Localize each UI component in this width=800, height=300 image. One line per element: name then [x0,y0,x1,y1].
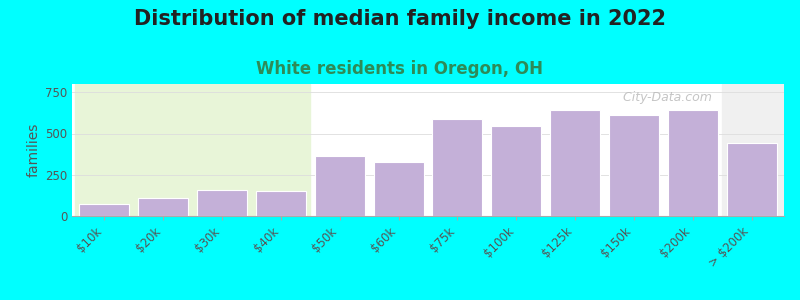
Text: White residents in Oregon, OH: White residents in Oregon, OH [257,60,543,78]
Bar [314,156,365,216]
Bar [256,191,306,216]
Bar [550,110,600,216]
Bar [374,162,423,216]
Bar [79,204,130,216]
Y-axis label: families: families [26,123,41,177]
Bar [491,126,542,216]
Bar [197,190,247,216]
Bar [138,198,188,216]
Bar [609,115,659,216]
Bar [726,143,777,216]
Bar [722,84,787,216]
Bar [668,110,718,216]
Text: Distribution of median family income in 2022: Distribution of median family income in … [134,9,666,29]
Text: City-Data.com: City-Data.com [614,91,711,104]
Bar [433,118,482,216]
Bar [75,84,310,216]
